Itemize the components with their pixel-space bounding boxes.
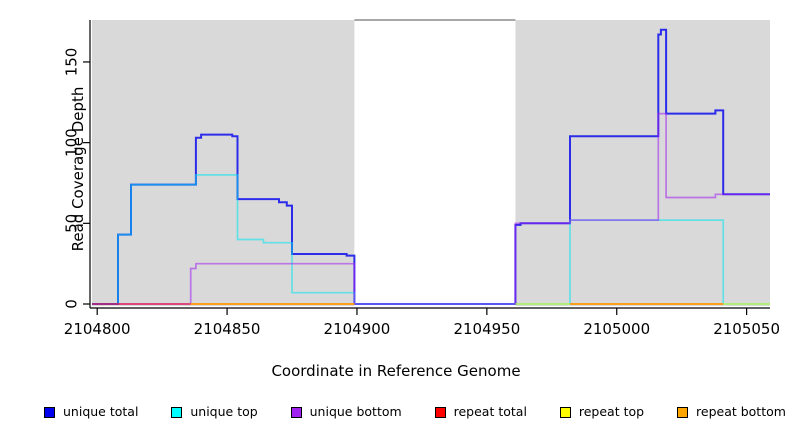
plot-background-panel <box>92 20 355 306</box>
x-tick-label: 2104950 <box>453 320 520 338</box>
y-tick-label: 150 <box>63 48 81 77</box>
legend-item-unique-total: unique total <box>44 403 139 419</box>
legend: unique total unique top unique bottom repea… <box>44 401 786 423</box>
y-tick-label: 0 <box>63 299 81 309</box>
series-line-unique-bottom <box>92 112 770 305</box>
legend-item-unique-bottom: unique bottom <box>290 403 402 419</box>
legend-item-unique-top: unique top <box>171 403 258 419</box>
legend-swatch-icon <box>44 406 55 418</box>
plot-background-panel <box>515 20 770 306</box>
legend-label: unique top <box>190 403 258 419</box>
legend-label: unique bottom <box>309 403 402 419</box>
x-tick-label: 2104800 <box>64 320 131 338</box>
legend-swatch-icon <box>290 406 302 418</box>
x-tick-label: 2104850 <box>194 320 261 338</box>
legend-label: repeat total <box>453 403 527 419</box>
x-tick-label: 2105050 <box>713 320 780 338</box>
y-tick-label: 50 <box>63 214 81 233</box>
x-axis-title: Coordinate in Reference Genome <box>271 362 521 380</box>
series-line-unique-total <box>92 28 770 305</box>
y-axis-title: Read Coverage Depth <box>69 86 87 252</box>
series-line-unique-top <box>92 174 770 305</box>
legend-item-repeat-top: repeat top <box>559 403 645 419</box>
legend-label: repeat bottom <box>696 403 786 419</box>
y-tick-label: 100 <box>63 128 81 157</box>
legend-swatch-icon <box>677 406 689 418</box>
legend-swatch-icon <box>559 406 571 418</box>
legend-item-repeat-total: repeat total <box>434 403 527 419</box>
x-tick-label: 2105000 <box>583 320 650 338</box>
legend-swatch-icon <box>171 406 183 418</box>
x-tick-label: 2104900 <box>324 320 391 338</box>
legend-label: repeat top <box>578 403 645 419</box>
legend-label: unique total <box>63 403 139 419</box>
legend-item-repeat-bottom: repeat bottom <box>677 403 786 419</box>
legend-swatch-icon <box>434 406 446 418</box>
